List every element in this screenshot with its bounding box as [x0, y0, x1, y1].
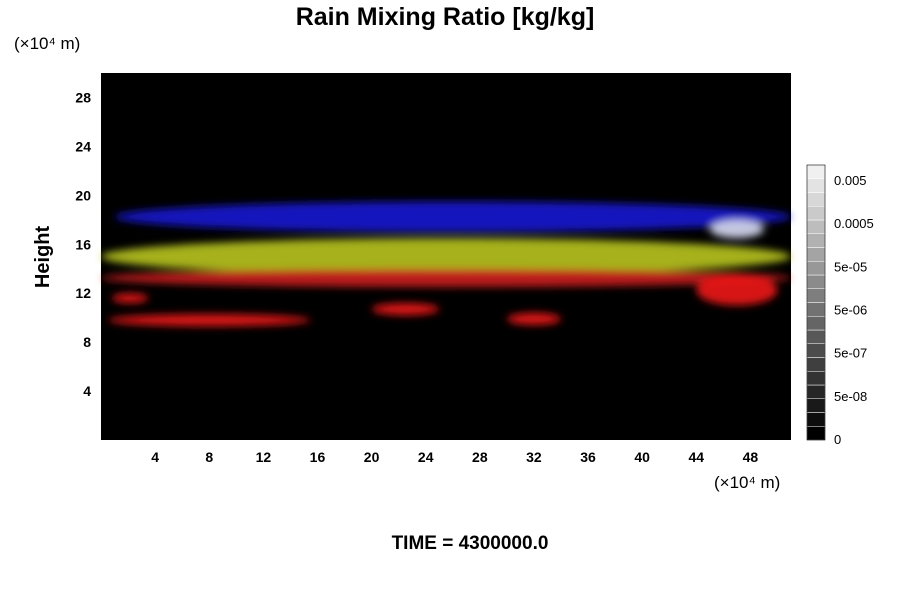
colorbar-segment: [806, 233, 826, 248]
colorbar-segment: [806, 426, 826, 441]
rain-feature-3: [107, 313, 311, 327]
colorbar-segment: [806, 247, 826, 262]
rain-feature-0: [114, 201, 791, 233]
colorbar-segment: [806, 343, 826, 358]
colorbar-segment: [806, 302, 826, 317]
x-tick-label: 32: [526, 449, 542, 465]
x-tick-label: 4: [151, 449, 159, 465]
x-tick-label: 8: [205, 449, 213, 465]
y-axis-label: Height: [32, 226, 54, 289]
colorbar-label: 0.005: [834, 173, 867, 188]
rain-feature-5: [371, 302, 440, 316]
colorbar-segment: [806, 274, 826, 289]
x-tick-label: 48: [743, 449, 759, 465]
colorbar-segment: [806, 398, 826, 413]
y-tick-label: 24: [75, 138, 91, 154]
x-tick-label: 16: [310, 449, 326, 465]
colorbar-segment: [806, 164, 826, 179]
y-tick-label: 20: [75, 187, 91, 203]
colorbar-segment: [806, 206, 826, 221]
colorbar-label: 0.0005: [834, 216, 874, 231]
colorbar-segment: [806, 316, 826, 331]
x-tick-label: 40: [634, 449, 650, 465]
y-tick-label: 8: [83, 334, 91, 350]
x-tick-label: 20: [364, 449, 380, 465]
colorbar-label: 5e-08: [834, 389, 867, 404]
colorbar-label: 5e-05: [834, 259, 867, 274]
rain-feature-2: [101, 268, 791, 288]
colorbar-frame: [806, 164, 826, 441]
colorbar-segment: [806, 384, 826, 399]
time-footer: TIME = 4300000.0: [392, 533, 549, 554]
colorbar-segment: [806, 329, 826, 344]
y-tick-label: 28: [75, 89, 91, 105]
colorbar-label: 5e-07: [834, 346, 867, 361]
rain-feature-8: [709, 219, 764, 239]
chart-title: Rain Mixing Ratio [kg/kg]: [296, 3, 595, 31]
rain-feature-6: [506, 312, 561, 326]
colorbar-segment: [806, 288, 826, 303]
x-unit-label: (×10⁴ m): [714, 473, 780, 492]
rain-feature-7: [696, 274, 778, 306]
y-tick-label: 16: [75, 236, 91, 252]
colorbar-segment: [806, 357, 826, 372]
y-tick-label: 4: [83, 383, 91, 399]
colorbar-label: 5e-06: [834, 303, 867, 318]
rain-feature-1: [101, 238, 791, 275]
x-tick-label: 12: [256, 449, 272, 465]
colorbar-segment: [806, 178, 826, 193]
colorbar-label: 0: [834, 432, 841, 447]
x-tick-label: 44: [689, 449, 705, 465]
x-tick-label: 28: [472, 449, 488, 465]
y-tick-label: 12: [75, 285, 91, 301]
y-unit-label: (×10⁴ m): [14, 34, 80, 53]
x-tick-label: 24: [418, 449, 434, 465]
colorbar-segment: [806, 261, 826, 276]
colorbar-segment: [806, 219, 826, 234]
colorbar-segment: [806, 192, 826, 207]
colorbar-segment: [806, 371, 826, 386]
x-tick-label: 36: [580, 449, 596, 465]
colorbar-segment: [806, 412, 826, 427]
rain-feature-4: [111, 293, 149, 303]
